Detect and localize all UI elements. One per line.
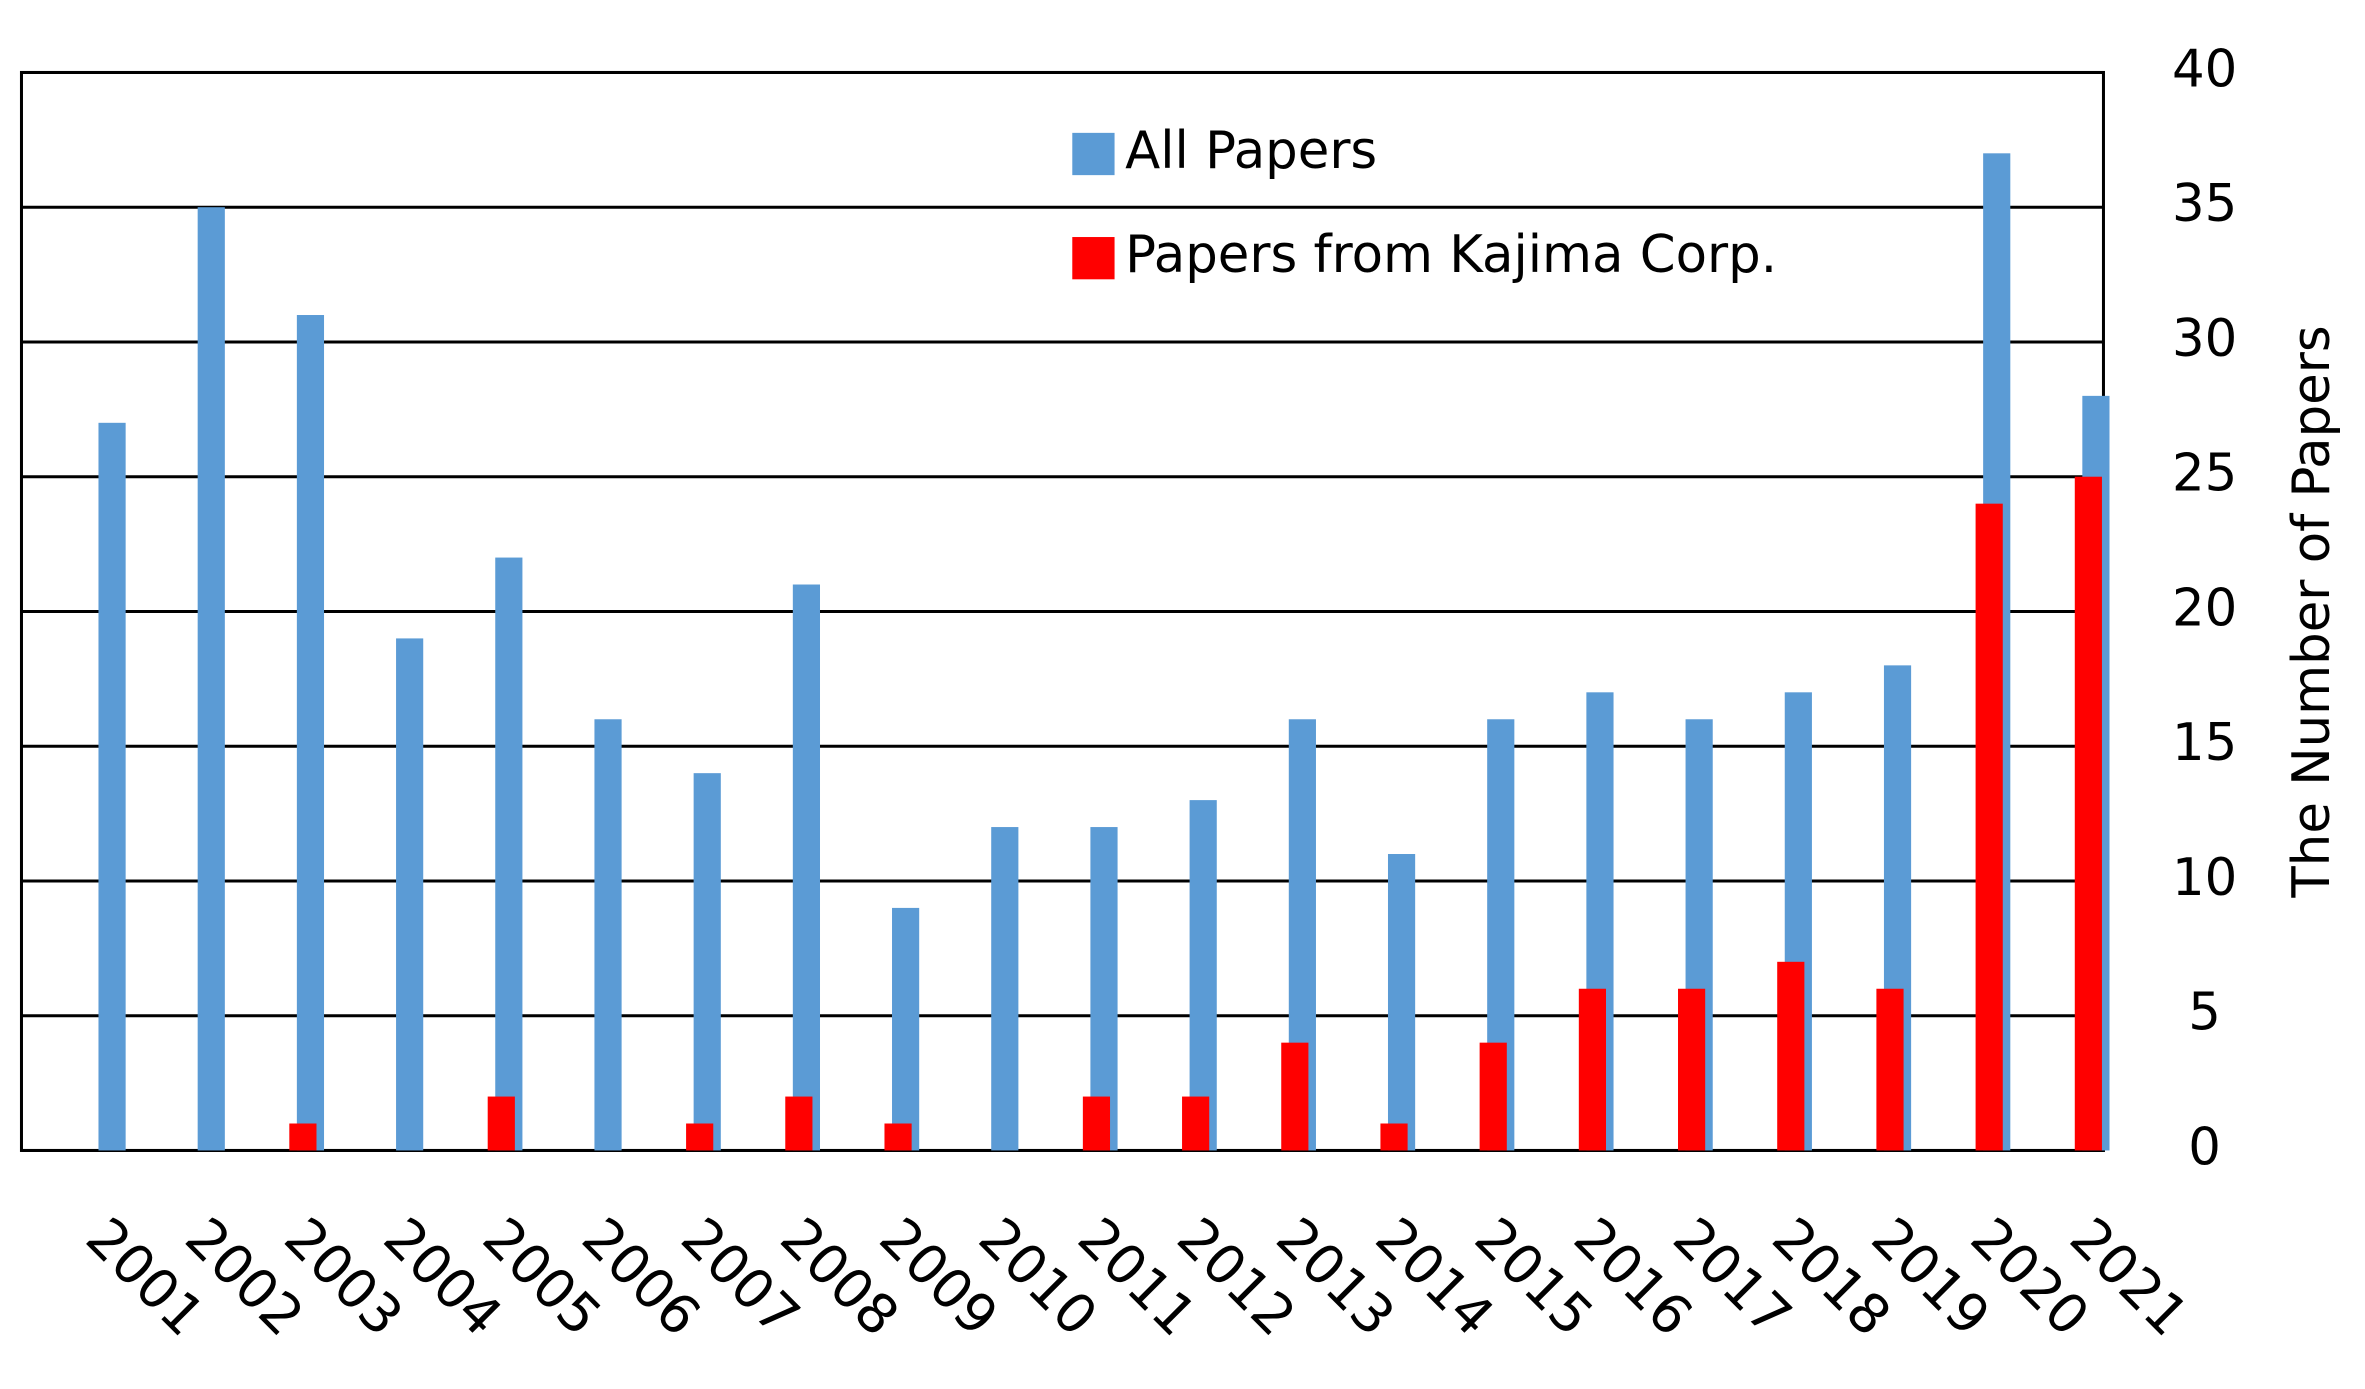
bar: [1082, 1096, 1111, 1151]
bar: [98, 422, 126, 1151]
bar: [594, 719, 622, 1151]
y-tick-label: 10: [2172, 848, 2237, 908]
y-tick-label: 15: [2172, 713, 2237, 773]
bar: [1777, 961, 1805, 1151]
y-axis-title: The Number of Papers: [2282, 325, 2342, 898]
bar: [487, 1096, 515, 1151]
y-tick-label: 0: [2188, 1117, 2221, 1177]
bar: [1479, 1042, 1507, 1151]
bar: [1182, 1096, 1210, 1151]
bar: [785, 1096, 813, 1151]
bar: [686, 1123, 714, 1151]
bar: [1380, 1123, 1408, 1151]
y-tick-label: 25: [2172, 444, 2237, 504]
bar: [1678, 988, 1706, 1151]
bar: [892, 907, 920, 1151]
y-tick-label: 30: [2172, 309, 2237, 369]
x-tick-label: 2021: [2058, 1206, 2200, 1348]
y-tick-label: 35: [2172, 174, 2237, 234]
bar: [296, 315, 325, 1151]
legend-swatch: [1072, 237, 1115, 280]
bar: [1189, 800, 1217, 1151]
y-tick-label: 40: [2172, 39, 2237, 99]
bar: [991, 827, 1019, 1151]
bar: [792, 584, 821, 1151]
bar: [2074, 476, 2102, 1151]
bar: [1281, 1042, 1309, 1151]
bar: [1876, 988, 1904, 1151]
bar: [289, 1123, 317, 1151]
y-tick-label: 20: [2172, 578, 2237, 638]
bar: [1387, 854, 1416, 1151]
y-tick-label: 5: [2188, 983, 2221, 1043]
legend-swatch: [1072, 132, 1115, 176]
legend-label: All Papers: [1125, 121, 1377, 181]
bar: [1578, 988, 1606, 1151]
bar: [396, 638, 424, 1151]
bar: [1975, 503, 2003, 1151]
bar: [197, 207, 225, 1151]
bar: [495, 557, 523, 1151]
bar: [884, 1123, 912, 1151]
legend-label: Papers from Kajima Corp.: [1125, 225, 1777, 285]
bar: [693, 773, 721, 1151]
